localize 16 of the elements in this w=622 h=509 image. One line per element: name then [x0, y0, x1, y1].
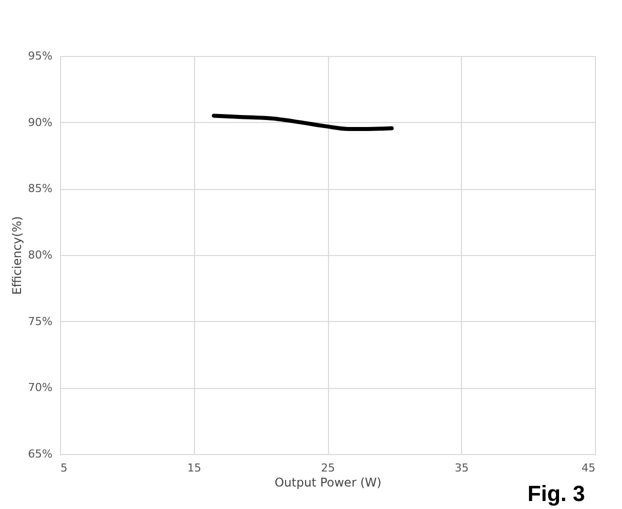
x-tick-label: 15: [187, 462, 202, 474]
x-tick-label: 25: [321, 462, 335, 474]
x-tick-label: 5: [60, 462, 68, 474]
y-tick-label: 65%: [28, 448, 52, 460]
y-tick-label: 90%: [28, 116, 52, 129]
y-tick-label: 95%: [28, 50, 52, 62]
y-axis-title: Efficiency(%): [10, 216, 24, 295]
x-tick-label: 45: [582, 462, 596, 474]
caption: Fig. 3: [528, 481, 585, 506]
y-tick-label: 80%: [28, 248, 52, 262]
y-tick-label: 85%: [28, 182, 52, 196]
x-axis-title: Output Power (W): [274, 476, 382, 490]
line-series: [212, 114, 394, 131]
y-tick-label: 75%: [28, 314, 52, 328]
y-tick-label: 70%: [28, 381, 52, 394]
x-tick-label: 35: [454, 462, 469, 474]
